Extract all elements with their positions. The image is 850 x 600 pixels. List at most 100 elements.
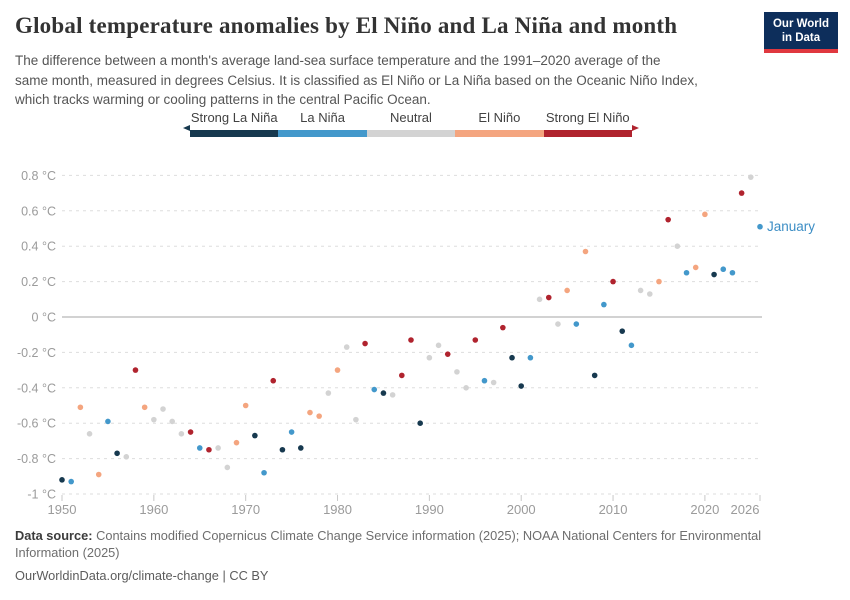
data-point[interactable] [738,190,745,196]
data-point[interactable] [591,372,598,379]
data-point[interactable] [463,385,469,391]
subtitle-line: which tracks warming or cooling patterns… [15,92,431,107]
data-point[interactable] [500,324,506,331]
data-point[interactable] [408,337,414,343]
data-point[interactable] [656,278,662,285]
data-point[interactable] [288,429,295,435]
data-point[interactable] [573,321,580,327]
legend-swatch [543,130,632,137]
data-point[interactable] [279,446,286,453]
data-point[interactable] [389,392,396,398]
data-point[interactable] [527,354,534,361]
legend-item-strong-la-nina[interactable]: Strong La Niña [190,110,279,137]
data-point[interactable] [665,216,671,223]
data-point[interactable] [105,418,111,425]
data-point[interactable] [206,446,212,453]
legend-swatch [455,130,544,137]
data-point[interactable] [490,379,497,386]
data-point[interactable] [536,296,543,303]
data-point[interactable] [196,445,203,451]
data-point[interactable] [646,291,653,297]
owid-logo[interactable]: Our World in Data [763,12,838,53]
data-point[interactable] [702,211,708,218]
data-point[interactable] [674,243,681,249]
data-point[interactable] [610,278,616,285]
data-point[interactable] [132,367,139,373]
data-point[interactable] [435,342,442,349]
data-point[interactable] [454,369,460,375]
data-point[interactable] [711,271,717,278]
data-point[interactable] [444,351,451,357]
data-point[interactable] [224,464,231,471]
y-axis-label: -0.8 °C [17,452,56,466]
data-point[interactable] [692,264,699,271]
credit-link[interactable]: OurWorldinData.org/climate-change | CC B… [15,568,269,583]
data-point[interactable] [757,223,763,230]
data-point[interactable] [297,445,304,451]
data-point[interactable] [417,420,423,427]
legend-item-la-nina[interactable]: La Niña [278,110,367,137]
data-point[interactable] [371,386,378,393]
legend-label: Strong El Niño [545,110,630,125]
series-label[interactable]: January [767,219,815,234]
data-point[interactable] [233,439,240,446]
data-point[interactable] [353,416,359,423]
data-point[interactable] [481,377,488,384]
x-axis-label: 1960 [139,502,168,517]
data-point[interactable] [187,429,194,435]
data-point[interactable] [619,328,626,334]
data-source-text: Contains modified Copernicus Climate Cha… [15,528,762,560]
data-point[interactable] [86,431,93,437]
data-point[interactable] [325,390,332,396]
data-point[interactable] [68,478,74,485]
data-point[interactable] [316,413,322,419]
data-point[interactable] [95,471,102,478]
x-axis-label: 1970 [231,502,260,517]
data-point[interactable] [637,287,644,294]
chart-subtitle: The difference between a month's average… [15,51,775,110]
data-point[interactable] [334,367,341,373]
legend-swatch [366,130,456,137]
data-point[interactable] [472,337,479,343]
data-point[interactable] [564,287,570,294]
data-point[interactable] [307,409,313,416]
data-point[interactable] [601,301,607,308]
legend-arrow-right-icon [632,125,639,131]
data-point[interactable] [545,294,552,301]
data-point[interactable] [160,406,166,412]
data-point[interactable] [582,248,589,255]
data-point[interactable] [729,269,736,276]
data-point[interactable] [509,354,515,361]
data-point[interactable] [242,402,249,409]
data-point[interactable] [426,354,433,361]
data-point[interactable] [252,432,258,439]
data-point[interactable] [123,454,130,460]
data-point[interactable] [261,469,267,476]
data-point[interactable] [77,404,84,411]
data-point[interactable] [683,269,690,276]
data-point[interactable] [59,477,65,483]
legend-item-el-nino[interactable]: El Niño [455,110,544,137]
data-point[interactable] [748,174,754,180]
data-point[interactable] [362,340,368,347]
y-axis-label: -0.4 °C [17,381,56,395]
data-point[interactable] [114,450,120,457]
legend-item-strong-el-nino[interactable]: Strong El Niño [543,110,632,137]
data-point[interactable] [141,404,148,411]
data-point[interactable] [270,377,277,384]
data-point[interactable] [399,372,405,379]
data-point[interactable] [178,431,185,437]
data-point[interactable] [518,383,525,389]
data-point[interactable] [628,342,635,349]
data-point[interactable] [215,445,221,451]
data-point[interactable] [555,321,561,327]
data-point[interactable] [720,266,727,273]
y-axis-label: 0 °C [32,311,56,325]
data-point[interactable] [151,416,157,423]
legend-arrow-left-icon [183,125,190,131]
data-point[interactable] [380,390,387,396]
data-point[interactable] [169,418,176,425]
scatter-plot: 0.8 °C 0.6 °C 0.4 °C 0.2 °C 0 °C -0.2 °C -0.4 … [17,169,815,517]
legend-item-neutral[interactable]: Neutral [366,110,456,137]
data-point[interactable] [343,344,350,350]
